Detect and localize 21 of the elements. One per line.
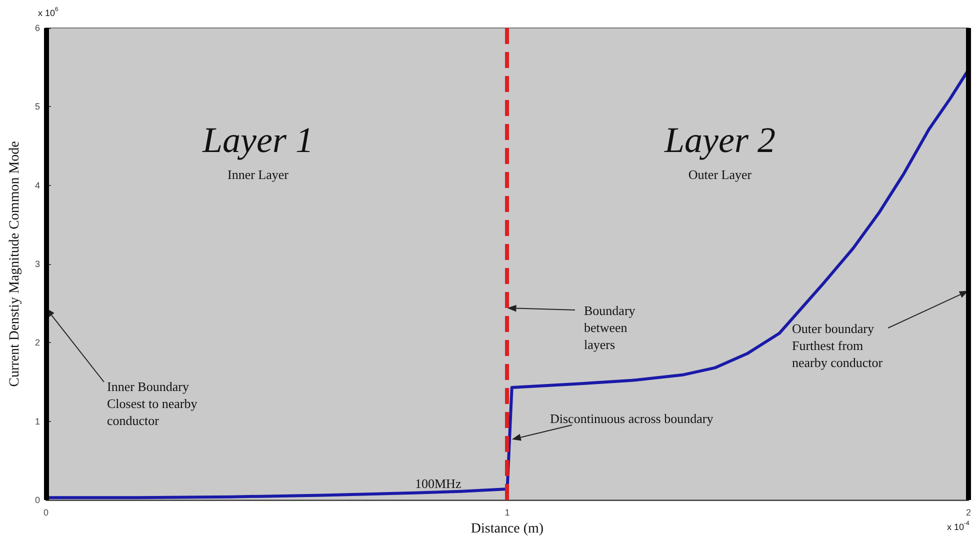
y-axis-title: Current Denstiy Magnitude Common Mode [8, 141, 22, 387]
annotation: Outer Layer [688, 167, 752, 182]
annotation: Discontinuous across boundary [550, 411, 714, 426]
series-label: 100MHz [415, 476, 462, 491]
y-tick-label: 5 [34, 102, 40, 112]
annotation: Inner Layer [228, 167, 290, 182]
y-tick-label: 1 [34, 416, 40, 426]
annotation: Inner Boundary Closest to nearby conductor [107, 379, 198, 428]
x-axis-title: Distance (m) [470, 522, 544, 536]
y-tick-label: 0 [34, 495, 40, 505]
x-tick-label: 0 [43, 508, 49, 518]
annotation: Layer 2 [664, 120, 776, 160]
y-tick-label: 3 [34, 259, 40, 269]
annotation: Outer boundary Furthest from nearby conductor [792, 321, 884, 370]
x-tick-label: 2 [966, 508, 972, 518]
y-tick-label: 2 [34, 338, 40, 348]
y-tick-label: 6 [34, 23, 40, 33]
annotation: Layer 1 [202, 120, 314, 160]
y-tick-label: 4 [34, 180, 40, 190]
x-tick-label: 1 [504, 508, 510, 518]
annotation: Boundary between layers [584, 303, 636, 352]
